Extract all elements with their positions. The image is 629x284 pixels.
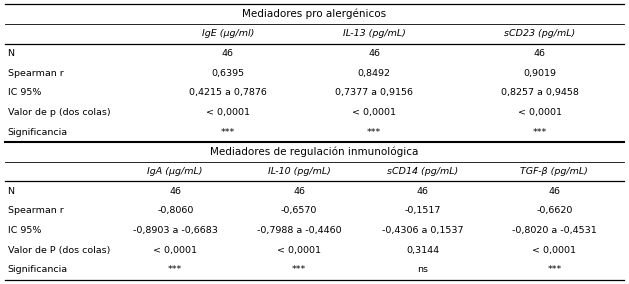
Text: -0,6570: -0,6570 <box>281 206 317 215</box>
Text: < 0,0001: < 0,0001 <box>153 246 198 255</box>
Text: -0,8020 a -0,4531: -0,8020 a -0,4531 <box>512 226 597 235</box>
Text: 46: 46 <box>169 187 181 196</box>
Text: 0,8492: 0,8492 <box>358 69 391 78</box>
Text: 0,8257 a 0,9458: 0,8257 a 0,9458 <box>501 88 579 97</box>
Text: sCD14 (pg/mL): sCD14 (pg/mL) <box>387 167 459 176</box>
Text: 46: 46 <box>534 49 546 58</box>
Text: Mediadores de regulación inmunológica: Mediadores de regulación inmunológica <box>210 147 419 157</box>
Text: 0,3144: 0,3144 <box>406 246 440 255</box>
Text: -0,7988 a -0,4460: -0,7988 a -0,4460 <box>257 226 342 235</box>
Text: -0,8903 a -0,6683: -0,8903 a -0,6683 <box>133 226 218 235</box>
Text: Significancia: Significancia <box>8 266 68 274</box>
Text: 0,4215 a 0,7876: 0,4215 a 0,7876 <box>189 88 267 97</box>
Text: N: N <box>8 187 14 196</box>
Text: < 0,0001: < 0,0001 <box>352 108 396 117</box>
Text: ns: ns <box>417 266 428 274</box>
Text: ***: *** <box>533 128 547 137</box>
Text: < 0,0001: < 0,0001 <box>518 108 562 117</box>
Text: Significancia: Significancia <box>8 128 68 137</box>
Text: 0,7377 a 0,9156: 0,7377 a 0,9156 <box>335 88 413 97</box>
Text: 46: 46 <box>368 49 380 58</box>
Text: 0,6395: 0,6395 <box>211 69 245 78</box>
Text: -0,8060: -0,8060 <box>157 206 194 215</box>
Text: N: N <box>8 49 14 58</box>
Text: Mediadores pro alergénicos: Mediadores pro alergénicos <box>242 9 387 19</box>
Text: -0,4306 a 0,1537: -0,4306 a 0,1537 <box>382 226 464 235</box>
Text: Spearman r: Spearman r <box>8 69 64 78</box>
Text: IC 95%: IC 95% <box>8 88 41 97</box>
Text: -0,1517: -0,1517 <box>404 206 441 215</box>
Text: IL-13 (pg/mL): IL-13 (pg/mL) <box>343 29 406 38</box>
Text: ***: *** <box>292 266 306 274</box>
Text: ***: *** <box>547 266 562 274</box>
Text: ***: *** <box>367 128 381 137</box>
Text: < 0,0001: < 0,0001 <box>277 246 321 255</box>
Text: TGF-β (pg/mL): TGF-β (pg/mL) <box>520 167 588 176</box>
Text: ***: *** <box>221 128 235 137</box>
Text: < 0,0001: < 0,0001 <box>532 246 576 255</box>
Text: -0,6620: -0,6620 <box>536 206 572 215</box>
Text: Valor de P (dos colas): Valor de P (dos colas) <box>8 246 110 255</box>
Text: IgA (µg/mL): IgA (µg/mL) <box>147 167 203 176</box>
Text: 46: 46 <box>222 49 234 58</box>
Text: IC 95%: IC 95% <box>8 226 41 235</box>
Text: 46: 46 <box>417 187 429 196</box>
Text: sCD23 (pg/mL): sCD23 (pg/mL) <box>504 29 576 38</box>
Text: IgE (µg/ml): IgE (µg/ml) <box>202 29 254 38</box>
Text: Spearman r: Spearman r <box>8 206 64 215</box>
Text: < 0,0001: < 0,0001 <box>206 108 250 117</box>
Text: 46: 46 <box>548 187 560 196</box>
Text: 0,9019: 0,9019 <box>523 69 556 78</box>
Text: Valor de p (dos colas): Valor de p (dos colas) <box>8 108 110 117</box>
Text: 46: 46 <box>293 187 305 196</box>
Text: IL-10 (pg/mL): IL-10 (pg/mL) <box>267 167 330 176</box>
Text: ***: *** <box>168 266 182 274</box>
